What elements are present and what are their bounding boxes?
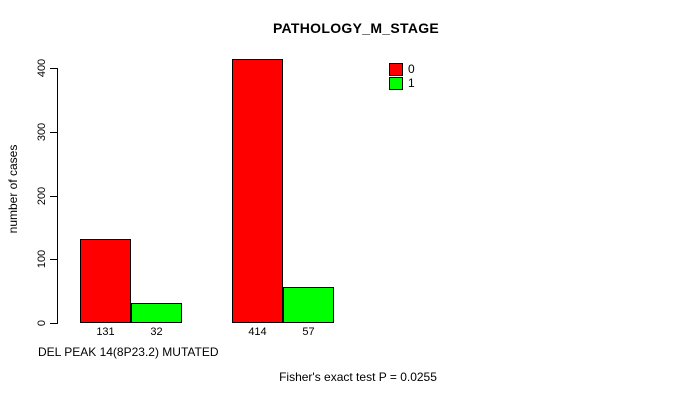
y-tick-mark bbox=[50, 68, 57, 69]
y-axis-label: number of cases bbox=[6, 144, 20, 234]
bar-group2-series-1 bbox=[283, 287, 334, 323]
legend-label: 1 bbox=[408, 76, 415, 90]
bar-value-label: 131 bbox=[96, 326, 115, 338]
y-tick-mark bbox=[50, 259, 57, 260]
legend-entry-1: 1 bbox=[389, 77, 415, 90]
x-axis-label: DEL PEAK 14(8P23.2) MUTATED bbox=[38, 345, 219, 359]
bar-group2-series-0 bbox=[232, 59, 283, 323]
y-tick-mark bbox=[50, 196, 57, 197]
legend-entry-0: 0 bbox=[389, 63, 415, 76]
bar-group1-series-1 bbox=[131, 303, 182, 323]
bar-value-label: 57 bbox=[302, 326, 315, 338]
y-tick-label: 0 bbox=[36, 319, 48, 327]
chart-title: PATHOLOGY_M_STAGE bbox=[272, 20, 440, 36]
legend-swatch-icon bbox=[389, 77, 403, 90]
bar-group1-series-0 bbox=[80, 239, 131, 323]
fisher-test-annotation: Fisher's exact test P = 0.0255 bbox=[279, 370, 437, 384]
y-tick-mark bbox=[50, 132, 57, 133]
y-tick-mark bbox=[50, 323, 57, 324]
legend-label: 0 bbox=[408, 62, 415, 76]
bar-value-label: 414 bbox=[248, 326, 267, 338]
y-tick-label: 200 bbox=[36, 186, 48, 206]
y-tick-label: 300 bbox=[36, 122, 48, 142]
y-tick-label: 100 bbox=[36, 249, 48, 269]
y-axis-line bbox=[57, 68, 58, 324]
legend-swatch-icon bbox=[389, 63, 403, 76]
bar-value-label: 32 bbox=[150, 326, 163, 338]
y-tick-label: 400 bbox=[36, 58, 48, 78]
